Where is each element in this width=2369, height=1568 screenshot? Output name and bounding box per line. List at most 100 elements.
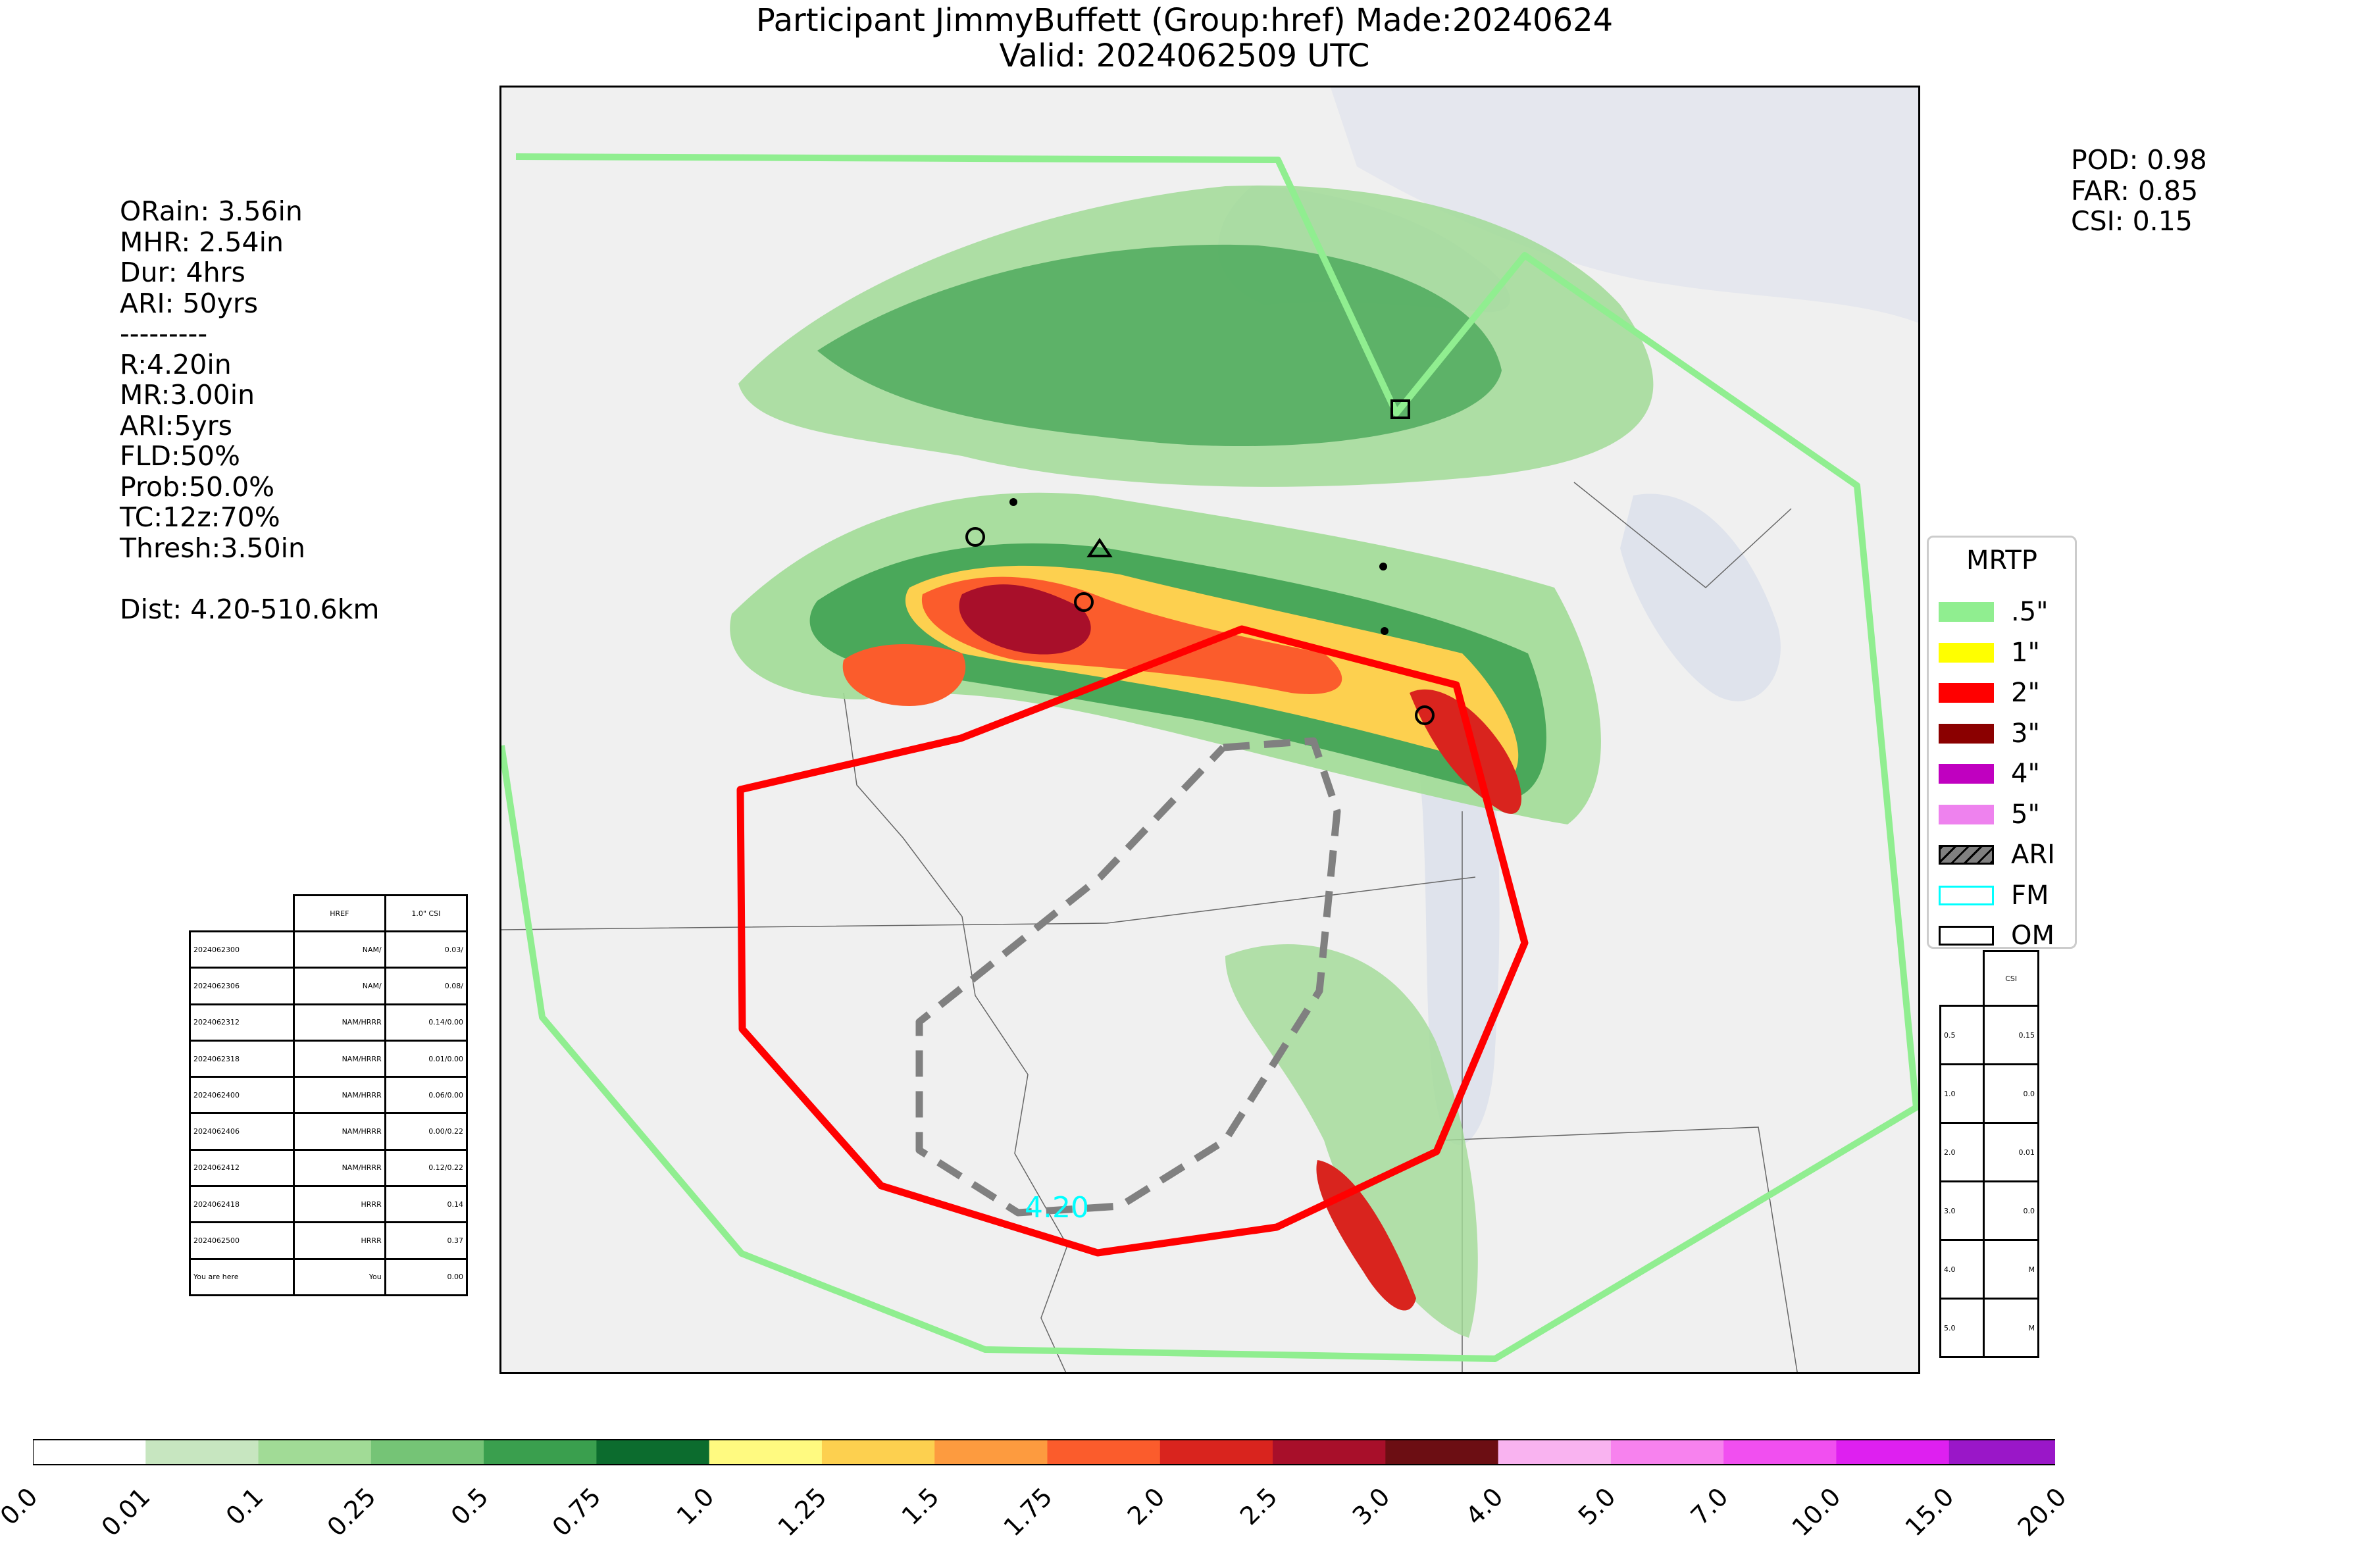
- legend-swatch: [1939, 602, 1994, 622]
- table-cell: 2024062500: [189, 1221, 295, 1260]
- table-cell: 2.0: [1939, 1122, 1985, 1182]
- colorbar-tick-label: 5.0: [1572, 1482, 1621, 1531]
- forecast-stat-line: FLD:50%: [120, 440, 240, 472]
- legend-swatch: [1939, 723, 1994, 744]
- colorbar-tick-label: 1.0: [671, 1482, 720, 1531]
- colorbar-segment: [484, 1440, 597, 1465]
- table-row: You are here You 0.00: [189, 1257, 469, 1296]
- precipitation-map: 4.20: [499, 86, 1920, 1374]
- verification-stats-panel: POD: 0.98 FAR: 0.85 CSI: 0.15: [2071, 145, 2207, 237]
- legend-swatch: [1939, 804, 1994, 824]
- legend-title: MRTP: [1966, 545, 2037, 576]
- verification-stat-line: POD: 0.98: [2071, 144, 2207, 176]
- precip-east-core: [1410, 689, 1521, 814]
- lake-huron-north: [1331, 88, 1918, 323]
- colorbar-tick-label: 0.25: [321, 1482, 382, 1542]
- contour-label: 4.20: [1025, 1191, 1089, 1225]
- table-cell: NAM/HRRR: [292, 1039, 386, 1078]
- table-cell: 2024062312: [189, 1003, 295, 1042]
- legend-label: ARI: [2011, 840, 2055, 870]
- observation-markers: [965, 399, 1435, 725]
- table-header-cell: HREF: [292, 894, 386, 932]
- table-cell: 1.0: [1939, 1063, 1985, 1124]
- colorbar-segment: [145, 1440, 259, 1465]
- legend-item: 2": [1939, 676, 2040, 709]
- csi-threshold-table: CSI 0.5 0.15 1.0 0.0 2.0 0.01 3.0 0.0 4.0 M 5.0 M: [1939, 950, 2039, 1358]
- colorbar-tick-label: 7.0: [1685, 1482, 1734, 1531]
- colorbar-tick-label: 2.5: [1234, 1482, 1283, 1531]
- table-header-cell: 1.0" CSI: [384, 894, 469, 932]
- legend-label: 5": [2011, 799, 2040, 830]
- legend-label: 3": [2011, 718, 2040, 749]
- table-cell: 3.0: [1939, 1180, 1985, 1241]
- table-cell: 0.00: [384, 1257, 469, 1296]
- legend-swatch: [1939, 683, 1994, 703]
- table-cell: 2024062306: [189, 967, 295, 1005]
- legend-item: .5": [1939, 595, 2049, 628]
- legend-item: 3": [1939, 717, 2040, 750]
- forecast-stat-line: Thresh:3.50in: [120, 532, 306, 564]
- precip-west-blob: [842, 644, 966, 706]
- table-header-cell: [1940, 951, 1985, 1007]
- colorbar-tick-label: 20.0: [2012, 1482, 2072, 1542]
- table-cell: M: [1983, 1239, 2039, 1300]
- table-cell: 2024062318: [189, 1039, 295, 1078]
- colorbar-tick-label: 1.5: [896, 1482, 945, 1531]
- colorbar-tick-label: 4.0: [1460, 1482, 1509, 1531]
- mrtp-half-inch-outline: [501, 153, 1918, 1362]
- colorbar-tick-label: 1.75: [998, 1482, 1058, 1542]
- table-cell: 0.12/0.22: [384, 1148, 469, 1188]
- table-cell: 0.01: [1983, 1122, 2039, 1182]
- colorbar-tick-label: 2.0: [1121, 1482, 1171, 1531]
- legend-label: 1": [2011, 637, 2040, 668]
- table-row: 2024062300 NAM/0.03/: [189, 930, 469, 969]
- colorbar-tick-label: 0.01: [95, 1482, 156, 1542]
- mrtp-2-inch-outline: [736, 625, 1529, 1257]
- chart-title-line-2: Valid: 2024062509 UTC: [999, 38, 1370, 74]
- legend-item: FM: [1939, 879, 2049, 912]
- legend-swatch: [1939, 926, 1994, 946]
- colorbar-segment: [1385, 1440, 1499, 1465]
- colorbar-segment: [1949, 1440, 2055, 1465]
- lake-huron: [1620, 493, 1781, 701]
- legend-swatch: [1939, 642, 1994, 663]
- legend-swatch: [1939, 845, 1994, 865]
- verification-stat-line: CSI: 0.15: [2071, 205, 2193, 237]
- legend-item: OM: [1939, 919, 2054, 952]
- table-row: 5.0 M: [1939, 1298, 2039, 1358]
- colorbar-tick-label: 3.0: [1347, 1482, 1396, 1531]
- forecast-stat-line: ORain: 3.56in: [120, 195, 303, 227]
- colorbar-tick-label: 0.0: [0, 1482, 43, 1531]
- forecast-stat-line: ---------: [120, 318, 208, 349]
- legend-item: ARI: [1939, 838, 2055, 871]
- table-row: 0.5 0.15: [1939, 1005, 2039, 1065]
- colorbar-segment: [1723, 1440, 1837, 1465]
- table-cell: 2024062300: [189, 930, 295, 969]
- table-cell: 2024062418: [189, 1185, 295, 1224]
- forecast-stat-line: Dur: 4hrs: [120, 257, 245, 288]
- precip-colorbar: [33, 1439, 2055, 1465]
- legend-label: FM: [2011, 880, 2049, 911]
- colorbar-tick-label: 10.0: [1787, 1482, 1847, 1542]
- legend-item: 5": [1939, 798, 2040, 831]
- forecast-stat-line: TC:12z:70%: [120, 501, 280, 533]
- table-cell: NAM/HRRR: [292, 1112, 386, 1151]
- legend-label: .5": [2011, 597, 2049, 627]
- table-cell: 0.06/0.00: [384, 1076, 469, 1115]
- table-row: 3.0 0.0: [1939, 1180, 2039, 1241]
- table-row: 2024062318 NAM/HRRR 0.01/0.00: [189, 1039, 469, 1078]
- legend-label: 2": [2011, 678, 2040, 708]
- table-cell: 0.08/: [384, 967, 469, 1005]
- table-cell: 0.0: [1983, 1063, 2039, 1124]
- colorbar-segment: [370, 1440, 484, 1465]
- legend-swatch: [1939, 885, 1994, 905]
- table-row: 2024062412 NAM/HRRR 0.12/0.22: [189, 1148, 469, 1188]
- colorbar-segment: [1159, 1440, 1273, 1465]
- table-row: 2.0 0.01: [1939, 1122, 2039, 1182]
- colorbar-tick-label: 15.0: [1899, 1482, 1960, 1542]
- table-cell: 0.37: [384, 1221, 469, 1260]
- colorbar-frame: [33, 1439, 2055, 1465]
- table-row: 2024062418 HRRR 0.14: [189, 1185, 469, 1224]
- table-cell: 2024062412: [189, 1148, 295, 1188]
- forecast-stat-line: ARI: 50yrs: [120, 287, 259, 319]
